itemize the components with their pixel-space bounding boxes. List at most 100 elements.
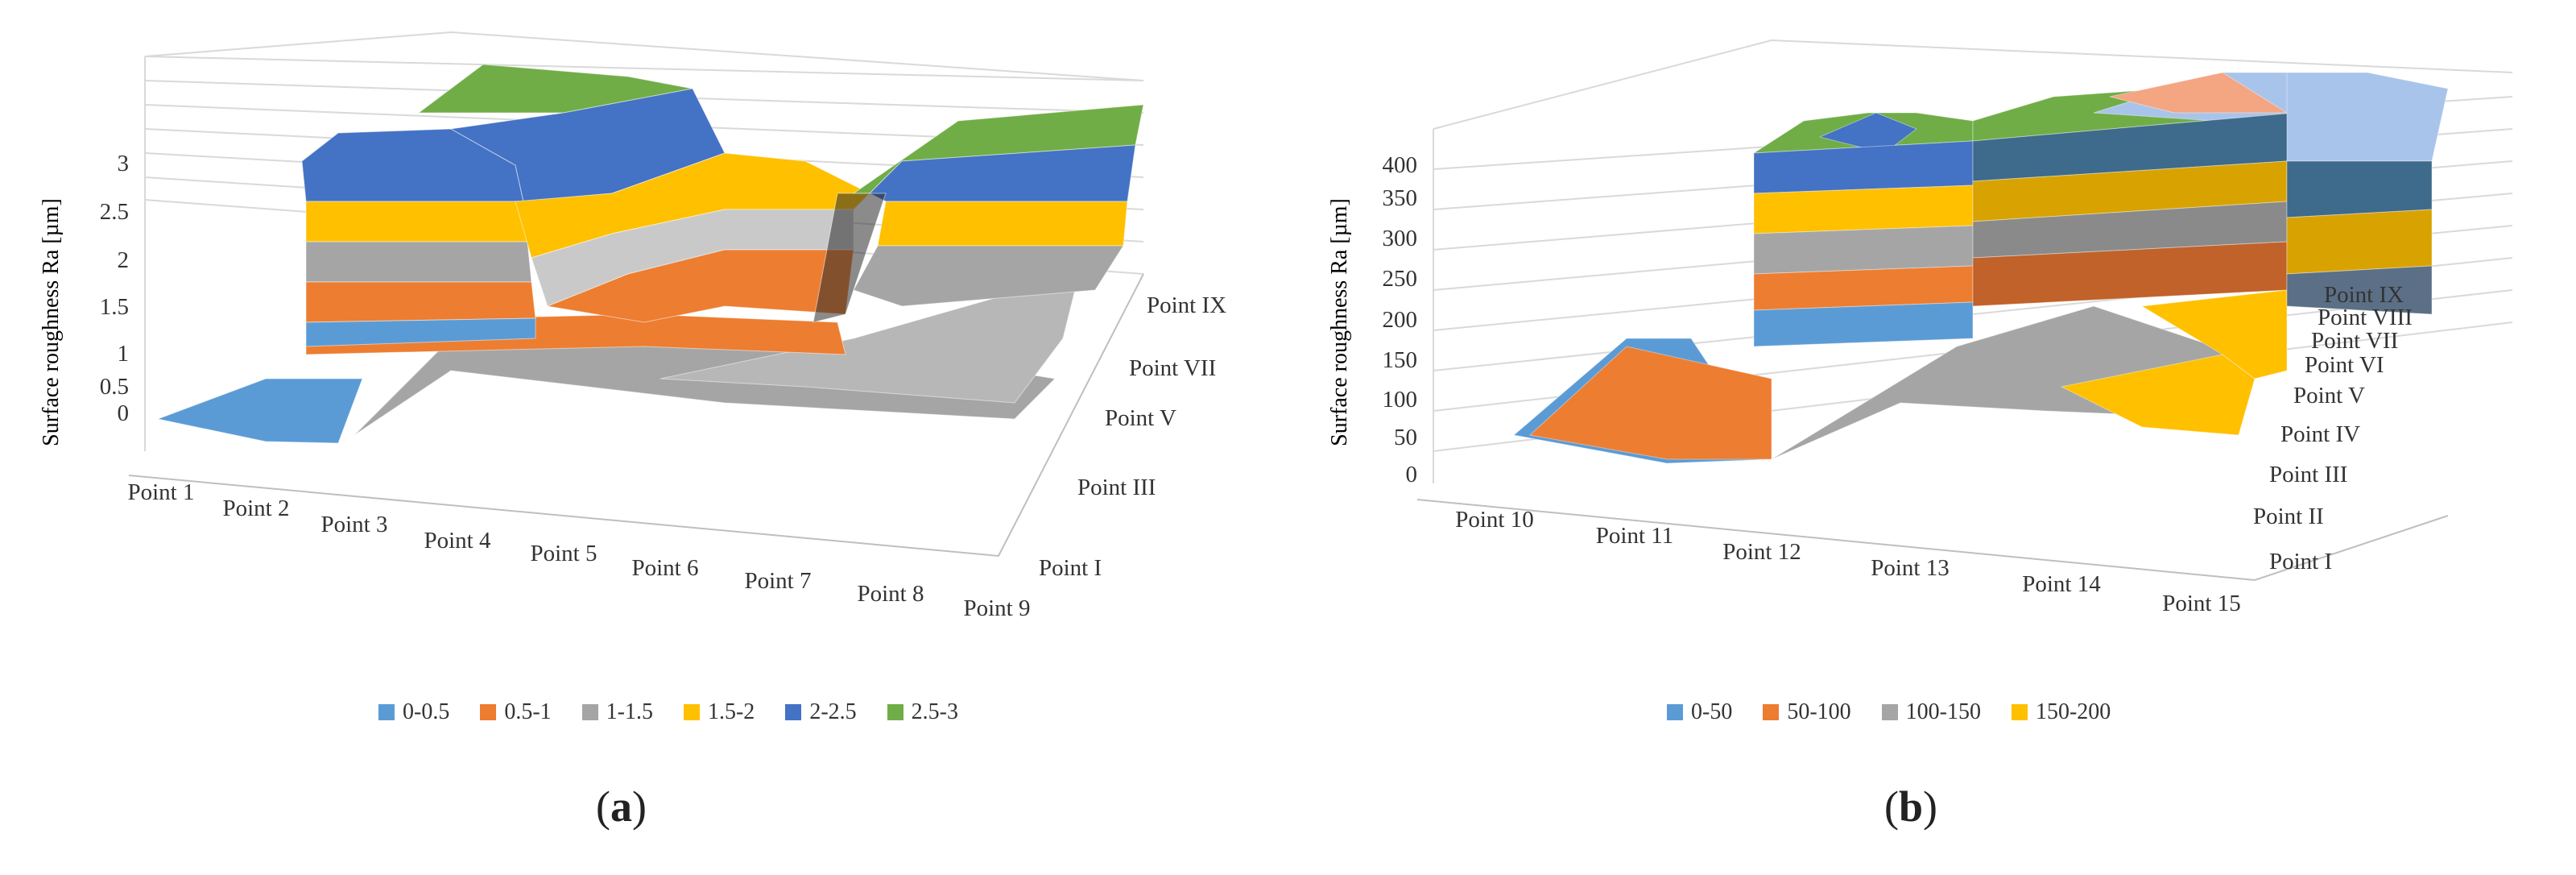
legend-swatch — [378, 704, 395, 720]
x-tick-label: Point 5 — [531, 541, 597, 566]
legend-label: 50-100 — [1787, 699, 1851, 724]
chart-b-x-ticks: Point 10 Point 11 Point 12 Point 13 Poin… — [1455, 507, 2241, 616]
legend-label: 0.5-1 — [504, 699, 552, 724]
x-tick-label: Point 2 — [223, 496, 290, 521]
floor-edge — [1416, 499, 2449, 582]
y-tick-label: 250 — [1383, 266, 1418, 292]
y-tick-label: 2 — [118, 247, 130, 273]
chart-b-svg: 0 50 100 150 200 250 300 350 400 Point 1… — [1327, 39, 2513, 616]
y-tick-label: 100 — [1383, 387, 1418, 413]
legend-label: 2-2.5 — [809, 699, 857, 724]
y-tick-label: 150 — [1383, 347, 1418, 373]
x-tick-label: Point 6 — [632, 555, 699, 581]
legend-swatch — [2011, 704, 2028, 720]
depth-tick-label: Point III — [1077, 475, 1156, 500]
y-tick-label: 0 — [1406, 462, 1418, 487]
chart-a-legend: 0-0.5 0.5-1 1-1.5 1.5-2 2-2.5 2.5-3 — [378, 699, 958, 725]
x-tick-label: Point 14 — [2022, 571, 2101, 597]
legend-item: 50-100 — [1763, 699, 1851, 725]
legend-label: 100-150 — [1905, 699, 1981, 724]
legend-swatch — [785, 704, 802, 720]
surface-patch — [305, 281, 536, 323]
surface-patch — [853, 245, 1124, 307]
y-axis-title: Surface roughness Ra [µm] — [39, 198, 64, 446]
surface-patch — [417, 64, 693, 114]
chart-b-depth-ticks: Point I Point II Point III Point IV Poin… — [2253, 282, 2413, 574]
x-tick-label: Point 9 — [964, 595, 1031, 621]
y-tick-label: 50 — [1394, 425, 1417, 450]
legend-swatch — [683, 704, 700, 720]
y-tick-label: 0 — [118, 400, 130, 426]
y-tick-label: 2.5 — [100, 199, 129, 225]
panel-letter: a — [610, 782, 632, 831]
chart-a-depth-ticks: Point I Point III Point V Point VII Poin… — [1039, 292, 1226, 581]
depth-tick-label: Point VIII — [2318, 305, 2413, 330]
surface-patch — [2060, 354, 2256, 436]
legend-label: 1-1.5 — [606, 699, 653, 724]
legend-item: 1-1.5 — [581, 699, 653, 725]
legend-label: 150-200 — [2035, 699, 2111, 724]
surface-patch — [305, 317, 536, 347]
legend-item: 1.5-2 — [683, 699, 755, 725]
chart-a-surface — [156, 64, 1144, 444]
surface-patch — [305, 201, 528, 243]
depth-tick-label: Point III — [2269, 462, 2347, 487]
chart-b-surface — [1512, 72, 2449, 464]
x-tick-label: Point 8 — [858, 581, 924, 607]
x-tick-label: Point 4 — [424, 528, 491, 554]
depth-tick-label: Point VI — [2305, 352, 2384, 378]
surface-patch — [2286, 209, 2433, 275]
x-tick-label: Point 13 — [1871, 555, 1950, 581]
y-tick-label: 300 — [1383, 226, 1418, 251]
panel-label-b: (b) — [1884, 782, 1938, 831]
depth-tick-label: Point V — [2293, 383, 2365, 408]
back-wall-edge — [144, 31, 1144, 81]
depth-tick-label: Point I — [2269, 549, 2332, 574]
legend-item: 150-200 — [2011, 699, 2111, 725]
panel-label-a: (a) — [596, 782, 647, 831]
gridline — [144, 56, 1144, 81]
legend-swatch — [480, 704, 497, 720]
surface-patch — [877, 201, 1128, 247]
y-tick-label: 200 — [1383, 307, 1418, 333]
legend-swatch — [1881, 704, 1898, 720]
legend-label: 2.5-3 — [911, 699, 958, 724]
x-tick-label: Point 10 — [1455, 507, 1534, 533]
legend-swatch — [581, 704, 598, 720]
depth-tick-label: Point VII — [2311, 328, 2398, 354]
chart-a-x-ticks: Point 1 Point 2 Point 3 Point 4 Point 5 … — [128, 479, 1031, 621]
legend-swatch — [1763, 704, 1780, 720]
chart-panel-b: 0 50 100 150 200 250 300 350 400 Point 1… — [1288, 0, 2576, 875]
legend-item: 0-0.5 — [378, 699, 449, 725]
y-axis-title: Surface roughness Ra [µm] — [1327, 198, 1352, 446]
surface-patch — [156, 378, 363, 444]
legend-swatch — [887, 704, 903, 720]
legend-item: 2.5-3 — [887, 699, 958, 725]
surface-patch — [660, 273, 1080, 404]
surface-patch — [2140, 289, 2288, 379]
chart-b-y-ticks: 0 50 100 150 200 250 300 350 400 — [1383, 152, 1418, 487]
chart-b-legend: 0-50 50-100 100-150 150-200 — [1667, 699, 2111, 725]
y-tick-label: 1.5 — [100, 294, 129, 320]
y-tick-label: 3 — [118, 151, 130, 176]
depth-tick-label: Point IV — [2280, 421, 2360, 447]
panel-letter: b — [1898, 782, 1924, 831]
x-tick-label: Point 3 — [321, 512, 388, 537]
depth-tick-label: Point IX — [1147, 292, 1226, 318]
x-tick-label: Point 1 — [128, 479, 195, 505]
y-tick-label: 400 — [1383, 152, 1418, 178]
gridline — [1433, 39, 2513, 130]
chart-panel-a: 0 0.5 1 1.5 2 2.5 3 Point 1 Point 2 Poin… — [39, 31, 1226, 831]
legend-swatch — [1667, 704, 1683, 720]
legend-label: 0-50 — [1691, 699, 1733, 724]
legend-label: 0-0.5 — [403, 699, 450, 724]
depth-tick-label: Point I — [1039, 555, 1102, 581]
chart-a-svg: 0 0.5 1 1.5 2 2.5 3 Point 1 Point 2 Poin… — [39, 31, 1226, 621]
y-tick-label: 350 — [1383, 185, 1418, 211]
surface-patch — [2286, 160, 2433, 218]
depth-tick-label: Point V — [1105, 405, 1176, 431]
surface-patch — [2286, 265, 2433, 315]
x-tick-label: Point 15 — [2162, 591, 2241, 616]
chart-a-y-ticks: 0 0.5 1 1.5 2 2.5 3 — [100, 151, 129, 426]
legend-item: 2-2.5 — [785, 699, 857, 725]
